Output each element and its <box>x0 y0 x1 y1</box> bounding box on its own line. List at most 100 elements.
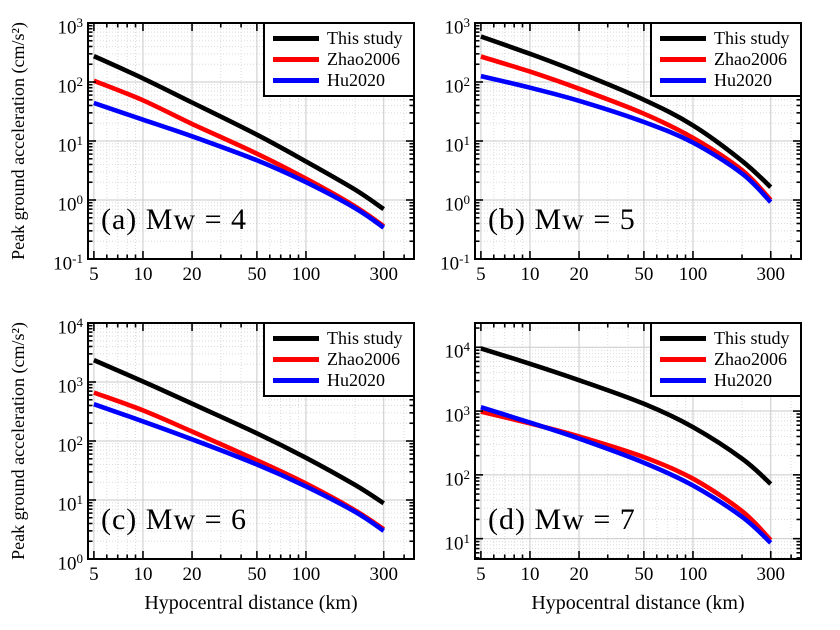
x-axis-title-left: Hypocentral distance (km) <box>144 592 358 614</box>
y-tick-label: 102 <box>57 74 84 98</box>
y-tick-label: 104 <box>444 339 471 363</box>
y-tick-label: 101 <box>57 133 84 157</box>
legend-line-swatch <box>660 57 706 62</box>
x-tick-label: 100 <box>678 564 708 585</box>
y-axis-title-bottom: Peak ground acceleration (cm/s²) <box>8 322 28 560</box>
panel-annotation: (d) Mw = 7 <box>488 503 636 536</box>
x-tick-label: 50 <box>634 564 654 585</box>
y-tick-label: 103 <box>444 403 471 427</box>
y-tick-label: 100 <box>444 192 471 216</box>
legend-entry: Hu2020 <box>660 370 794 391</box>
panel-d-plot <box>474 322 802 560</box>
y-tick-label: 103 <box>444 15 471 39</box>
curve-this-study <box>480 34 773 189</box>
legend-line-swatch <box>273 336 319 341</box>
legend-label: Zhao2006 <box>714 49 787 69</box>
curve-hu2020 <box>480 405 773 545</box>
x-tick-label: 5 <box>476 564 486 585</box>
legend-box: This study Zhao2006 Hu2020 <box>263 322 415 397</box>
curves <box>92 357 385 533</box>
curve-hu2020 <box>480 73 773 204</box>
legend-label: Hu2020 <box>327 370 385 390</box>
y-tick-label: 10-1 <box>440 251 470 275</box>
y-tick-label: 101 <box>57 492 84 516</box>
y-tick-label: 100 <box>57 192 84 216</box>
x-tick-label: 100 <box>678 264 708 285</box>
legend-label: Hu2020 <box>327 70 385 90</box>
legend-box: This study Zhao2006 Hu2020 <box>263 22 415 97</box>
x-tick-label: 300 <box>756 564 785 585</box>
curve-zhao2006 <box>480 54 773 202</box>
legend-label: This study <box>327 328 403 348</box>
grid <box>475 22 801 260</box>
panel-annotation: (a) Mw = 4 <box>101 203 248 236</box>
legend-label: Hu2020 <box>714 370 772 390</box>
panel-b-plot <box>474 22 802 260</box>
legend-line-swatch <box>273 378 319 383</box>
y-tick-label: 103 <box>57 15 84 39</box>
legend-entry: Zhao2006 <box>273 49 407 70</box>
y-tick-label: 103 <box>57 374 84 398</box>
y-tick-label: 101 <box>444 133 471 157</box>
legend-box: This study Zhao2006 Hu2020 <box>650 322 802 397</box>
legend-entry: This study <box>660 28 794 49</box>
x-tick-label: 10 <box>133 564 153 585</box>
curve-hu2020 <box>93 402 385 533</box>
x-tick-label: 100 <box>291 264 321 285</box>
legend-line-swatch <box>273 78 319 83</box>
legend-line-swatch <box>273 57 319 62</box>
legend-box: This study Zhao2006 Hu2020 <box>650 22 802 97</box>
panel-a-plot <box>87 22 415 260</box>
panel-annotation: (b) Mw = 5 <box>488 203 636 236</box>
grid <box>88 22 414 260</box>
x-tick-label: 5 <box>89 564 99 585</box>
legend-entry: Zhao2006 <box>273 349 407 370</box>
curves <box>480 34 773 204</box>
curve-this-study <box>480 346 773 486</box>
y-tick-label: 102 <box>57 433 84 457</box>
legend-label: This study <box>327 28 403 48</box>
x-tick-label: 10 <box>133 264 153 285</box>
y-tick-label: 102 <box>444 466 471 491</box>
x-tick-label: 20 <box>182 564 202 585</box>
legend-label: Zhao2006 <box>327 49 400 69</box>
y-tick-label: 10-1 <box>53 251 83 275</box>
panel-annotation: (c) Mw = 6 <box>101 503 248 536</box>
legend-line-swatch <box>273 357 319 362</box>
legend-entry: This study <box>273 28 407 49</box>
curve-this-study <box>92 357 385 506</box>
legend-label: This study <box>714 328 790 348</box>
legend-entry: Zhao2006 <box>660 49 794 70</box>
x-tick-label: 10 <box>520 564 540 585</box>
legend-label: Hu2020 <box>714 70 772 90</box>
x-axis-title-right: Hypocentral distance (km) <box>531 592 745 614</box>
legend-entry: Hu2020 <box>660 70 794 91</box>
legend-entry: Zhao2006 <box>660 349 794 370</box>
y-tick-label: 100 <box>57 551 84 575</box>
legend-label: Zhao2006 <box>327 349 400 369</box>
x-tick-label: 20 <box>569 264 589 285</box>
x-tick-label: 300 <box>369 264 398 285</box>
x-tick-label: 50 <box>247 564 267 585</box>
legend-line-swatch <box>660 36 706 41</box>
legend-entry: This study <box>660 328 794 349</box>
x-tick-label: 20 <box>569 564 589 585</box>
legend-label: Zhao2006 <box>714 349 787 369</box>
x-tick-label: 5 <box>89 264 99 285</box>
legend-line-swatch <box>660 78 706 83</box>
x-tick-label: 50 <box>247 264 267 285</box>
y-tick-label: 101 <box>444 530 471 554</box>
x-tick-label: 20 <box>182 264 202 285</box>
x-tick-label: 300 <box>369 564 398 585</box>
x-tick-label: 300 <box>756 264 785 285</box>
x-tick-label: 10 <box>520 264 540 285</box>
x-tick-label: 100 <box>291 564 321 585</box>
y-tick-label: 102 <box>444 74 471 98</box>
legend-line-swatch <box>660 378 706 383</box>
x-tick-label: 5 <box>476 264 486 285</box>
legend-label: This study <box>714 28 790 48</box>
x-tick-label: 50 <box>634 264 654 285</box>
legend-entry: Hu2020 <box>273 70 407 91</box>
y-tick-label: 104 <box>57 315 84 339</box>
